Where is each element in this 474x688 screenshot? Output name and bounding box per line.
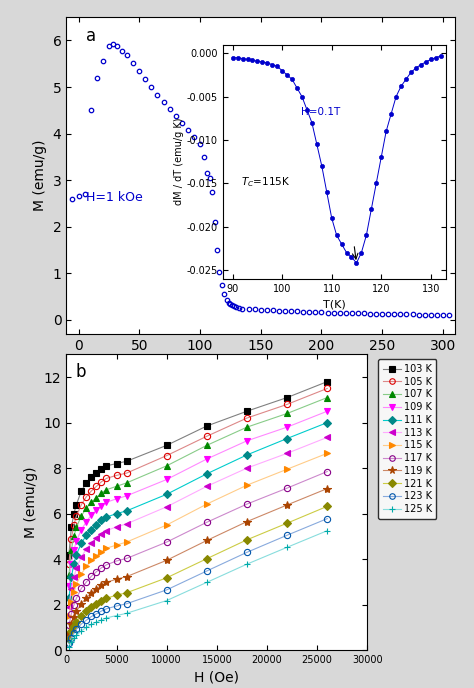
Text: H=1 kOe: H=1 kOe [86,191,143,204]
Text: a: a [86,27,96,45]
Y-axis label: M (emu/g): M (emu/g) [33,140,47,211]
X-axis label: T(K): T(K) [323,299,346,309]
Text: H=0.1T: H=0.1T [301,107,340,117]
Text: $T_C$=115K: $T_C$=115K [241,175,290,189]
Y-axis label: dM / dT (emu/g K): dM / dT (emu/g K) [174,118,184,206]
Text: b: b [75,363,86,381]
Y-axis label: M (emu/g): M (emu/g) [24,466,38,538]
X-axis label: T(K): T(K) [246,358,275,372]
Legend: 103 K, 105 K, 107 K, 109 K, 111 K, 113 K, 115 K, 117 K, 119 K, 121 K, 123 K, 125: 103 K, 105 K, 107 K, 109 K, 111 K, 113 K… [378,359,437,519]
X-axis label: H (Oe): H (Oe) [194,671,239,685]
